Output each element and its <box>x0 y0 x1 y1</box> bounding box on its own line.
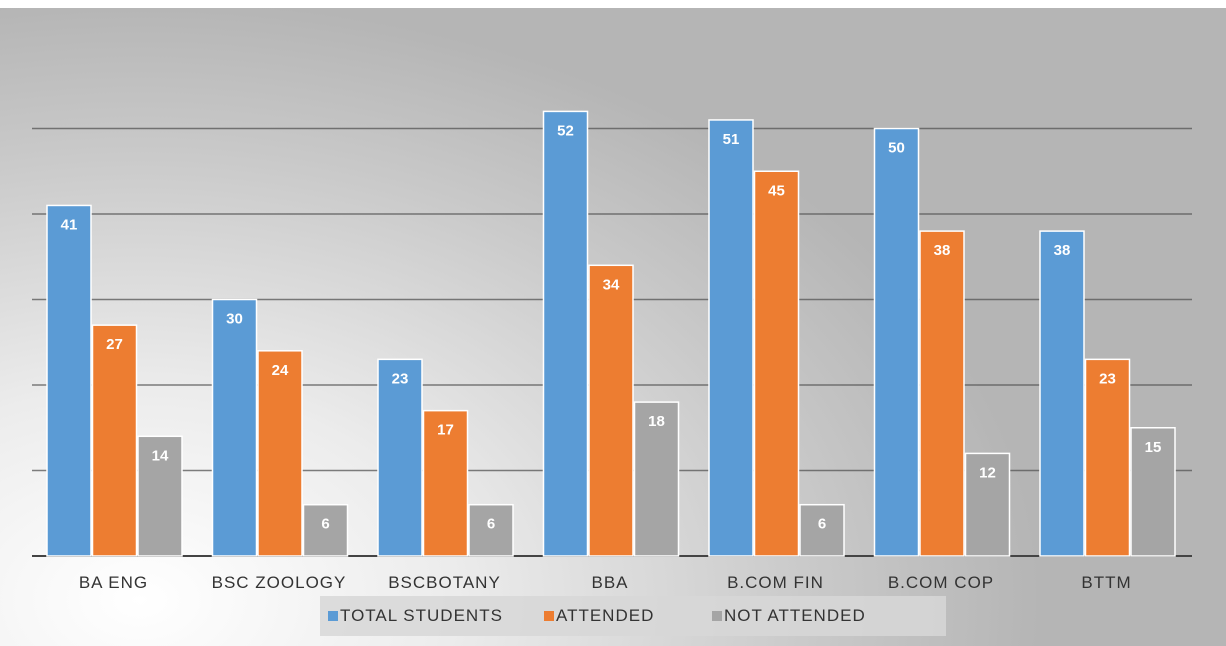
category-label: BTTM <box>1081 573 1131 592</box>
data-label: 23 <box>392 370 409 387</box>
bar <box>542 110 589 557</box>
bar <box>633 401 680 557</box>
bar <box>588 264 634 557</box>
bar <box>422 409 469 557</box>
data-label: 38 <box>1054 242 1071 259</box>
category-label: BSCBOTANY <box>388 573 501 592</box>
data-label: 45 <box>768 182 785 199</box>
data-label: 30 <box>226 311 243 328</box>
data-label: 6 <box>321 516 329 533</box>
data-label: 15 <box>1145 439 1162 456</box>
data-label: 23 <box>1099 370 1116 387</box>
data-label: 34 <box>603 276 620 293</box>
bar <box>137 435 183 557</box>
bar <box>468 503 514 557</box>
bar <box>799 503 845 557</box>
legend-label-attended: ATTENDED <box>556 606 655 625</box>
bar <box>873 127 920 557</box>
bar <box>1084 358 1131 557</box>
data-label: 27 <box>106 336 123 353</box>
legend-item-attended: ATTENDED <box>544 606 654 626</box>
data-label: 17 <box>437 422 454 439</box>
legend-item-not-attended: NOT ATTENDED <box>712 606 866 626</box>
category-label: BBA <box>591 573 628 592</box>
data-label: 18 <box>648 413 665 430</box>
bar <box>91 324 138 557</box>
bar <box>377 358 423 557</box>
data-label: 50 <box>888 140 905 157</box>
data-label: 41 <box>61 216 78 233</box>
category-label: B.COM COP <box>888 573 994 592</box>
data-label: 52 <box>557 122 574 139</box>
bar <box>919 230 965 557</box>
bar <box>708 119 754 557</box>
category-label: BSC ZOOLOGY <box>212 573 347 592</box>
data-label: 38 <box>934 242 951 259</box>
bar <box>964 452 1011 557</box>
legend: TOTAL STUDENTS ATTENDED NOT ATTENDED <box>320 596 946 636</box>
legend-item-total: TOTAL STUDENTS <box>328 606 503 626</box>
legend-swatch-total <box>328 611 338 621</box>
legend-label-not-attended: NOT ATTENDED <box>724 606 866 625</box>
bar <box>1130 427 1176 557</box>
bar <box>46 204 92 557</box>
bar <box>302 503 349 557</box>
data-label: 12 <box>979 464 996 481</box>
data-label: 6 <box>487 516 495 533</box>
bar <box>1039 230 1085 557</box>
data-label: 14 <box>152 447 169 464</box>
legend-label-total: TOTAL STUDENTS <box>340 606 503 625</box>
category-label: B.COM FIN <box>727 573 824 592</box>
category-label: BA ENG <box>79 573 148 592</box>
data-label: 24 <box>272 362 289 379</box>
bar <box>257 350 303 557</box>
bar <box>211 298 258 557</box>
legend-swatch-attended <box>544 611 554 621</box>
data-label: 6 <box>818 516 826 533</box>
bar <box>753 170 800 557</box>
legend-swatch-not-attended <box>712 611 722 621</box>
data-label: 51 <box>723 131 740 148</box>
top-border <box>0 0 1226 8</box>
